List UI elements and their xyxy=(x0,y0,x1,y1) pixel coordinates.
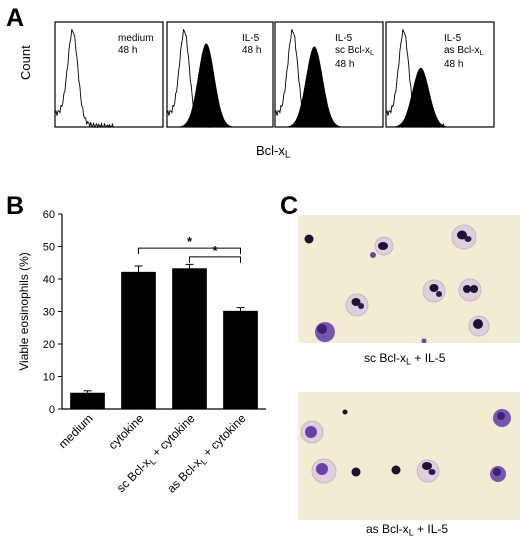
significance-bracket-2 xyxy=(189,256,241,263)
significance-star-1: * xyxy=(187,234,193,249)
micrograph-bottom xyxy=(298,392,520,520)
panel-a-x-label-text: Bcl-x xyxy=(256,143,285,158)
significance-bracket-1 xyxy=(138,247,241,255)
hist-label-2-line-1: IL-5 xyxy=(242,33,260,44)
hist-label-1: medium 48 h xyxy=(118,33,154,57)
hist-label-4-line-3: 48 h xyxy=(444,58,464,70)
hist-label-2-line-2: 48 h xyxy=(242,45,262,56)
x-tick-label-1: medium xyxy=(56,411,96,451)
panel-a-x-label-sub: L xyxy=(284,149,291,161)
y-tick-label: 20 xyxy=(43,339,55,351)
hist-label-2: IL-5 48 h xyxy=(242,33,261,57)
hist-label-3-line-2: sc Bcl-xL xyxy=(335,45,375,57)
histogram-control-curve-1 xyxy=(54,29,115,129)
hist-label-1-line-1: medium xyxy=(118,33,154,44)
bar-2 xyxy=(121,271,156,409)
panel-b-bar-chart: 0 10 20 30 40 50 60 Viable eosinophils (%) mediu… xyxy=(17,209,266,496)
hist-label-1-line-2: 48 h xyxy=(118,45,138,56)
histogram-box-4 xyxy=(385,21,495,128)
y-tick-label: 50 xyxy=(43,242,55,254)
eosinophil-cells-top xyxy=(304,224,490,343)
y-tick-label: 10 xyxy=(43,372,55,384)
panel-a-x-label: Bcl-xL xyxy=(256,143,290,160)
histogram-filled-curve-3 xyxy=(279,46,344,127)
panel-a-letter: A xyxy=(6,4,25,32)
hist-label-3-line-3: 48 h xyxy=(335,58,355,70)
bar-3 xyxy=(172,268,207,409)
y-tick-label: 30 xyxy=(43,307,55,319)
hist-label-3: IL-5 sc Bcl-xL 48 h xyxy=(335,33,374,71)
hist-label-4-line-1: IL-5 xyxy=(444,33,462,44)
panel-a-histograms xyxy=(54,21,495,129)
bar-1 xyxy=(70,392,105,409)
y-axis-label: Viable eosinophils (%) xyxy=(17,252,31,371)
hist-label-3-line-1: IL-5 xyxy=(335,33,353,44)
histogram-filled-curve-4 xyxy=(390,67,455,127)
x-tick-label-2: cytokine xyxy=(106,411,147,452)
bar-4 xyxy=(223,310,258,409)
hist-label-4: IL-5 as Bcl-xL 48 h xyxy=(444,33,484,71)
y-tick-label: 40 xyxy=(43,274,55,286)
significance-star-2: * xyxy=(212,243,218,258)
histogram-box-1 xyxy=(54,21,164,128)
caption-top: sc Bcl-xL + IL-5 xyxy=(364,351,446,367)
y-tick-label: 0 xyxy=(49,404,55,416)
hist-label-4-line-2: as Bcl-xL xyxy=(444,45,484,57)
histogram-filled-curve-2 xyxy=(171,43,235,127)
caption-bottom: as Bcl-xL + IL-5 xyxy=(366,522,449,537)
eosinophil-cells-bottom xyxy=(300,409,511,484)
panel-c-letter: C xyxy=(280,192,299,220)
y-tick-label: 60 xyxy=(43,209,55,221)
panel-b-letter: B xyxy=(6,192,25,220)
micrograph-top xyxy=(298,215,520,343)
